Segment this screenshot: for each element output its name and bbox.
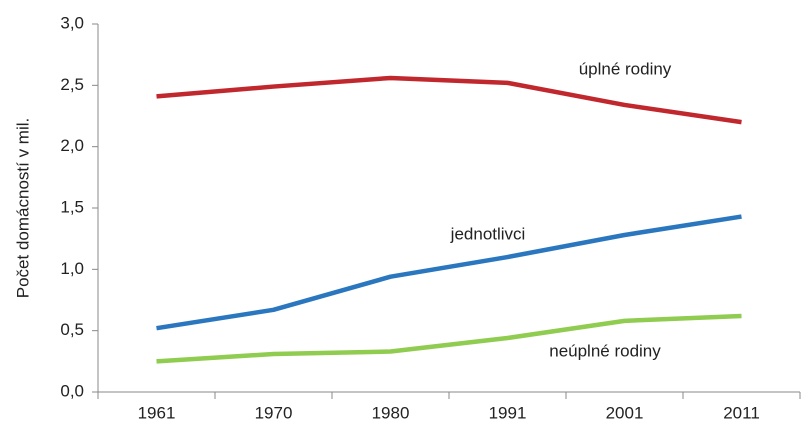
series-line xyxy=(156,75,742,125)
x-tick-label: 2001 xyxy=(606,403,644,422)
series-label: neúplné rodiny xyxy=(549,341,661,360)
x-tick-label: 1980 xyxy=(372,403,410,422)
y-tick-label: 0,0 xyxy=(60,381,84,400)
y-tick-label: 2,5 xyxy=(60,75,84,94)
y-tick-label: 1,5 xyxy=(60,197,84,216)
x-tick-label: 1961 xyxy=(138,403,176,422)
x-tick-label: 1970 xyxy=(255,403,293,422)
y-tick-label: 0,5 xyxy=(60,320,84,339)
series-line xyxy=(156,313,742,364)
series-label: jednotlivci xyxy=(450,224,526,243)
y-tick-label: 3,0 xyxy=(60,13,84,32)
series-line xyxy=(156,214,742,331)
y-tick-label: 1,0 xyxy=(60,259,84,278)
y-axis-title: Počet domácností v mil. xyxy=(13,118,32,298)
x-tick-label: 1991 xyxy=(489,403,527,422)
series-label: úplné rodiny xyxy=(579,59,672,78)
x-tick-label: 2011 xyxy=(723,403,760,422)
y-tick-label: 2,0 xyxy=(60,136,84,155)
